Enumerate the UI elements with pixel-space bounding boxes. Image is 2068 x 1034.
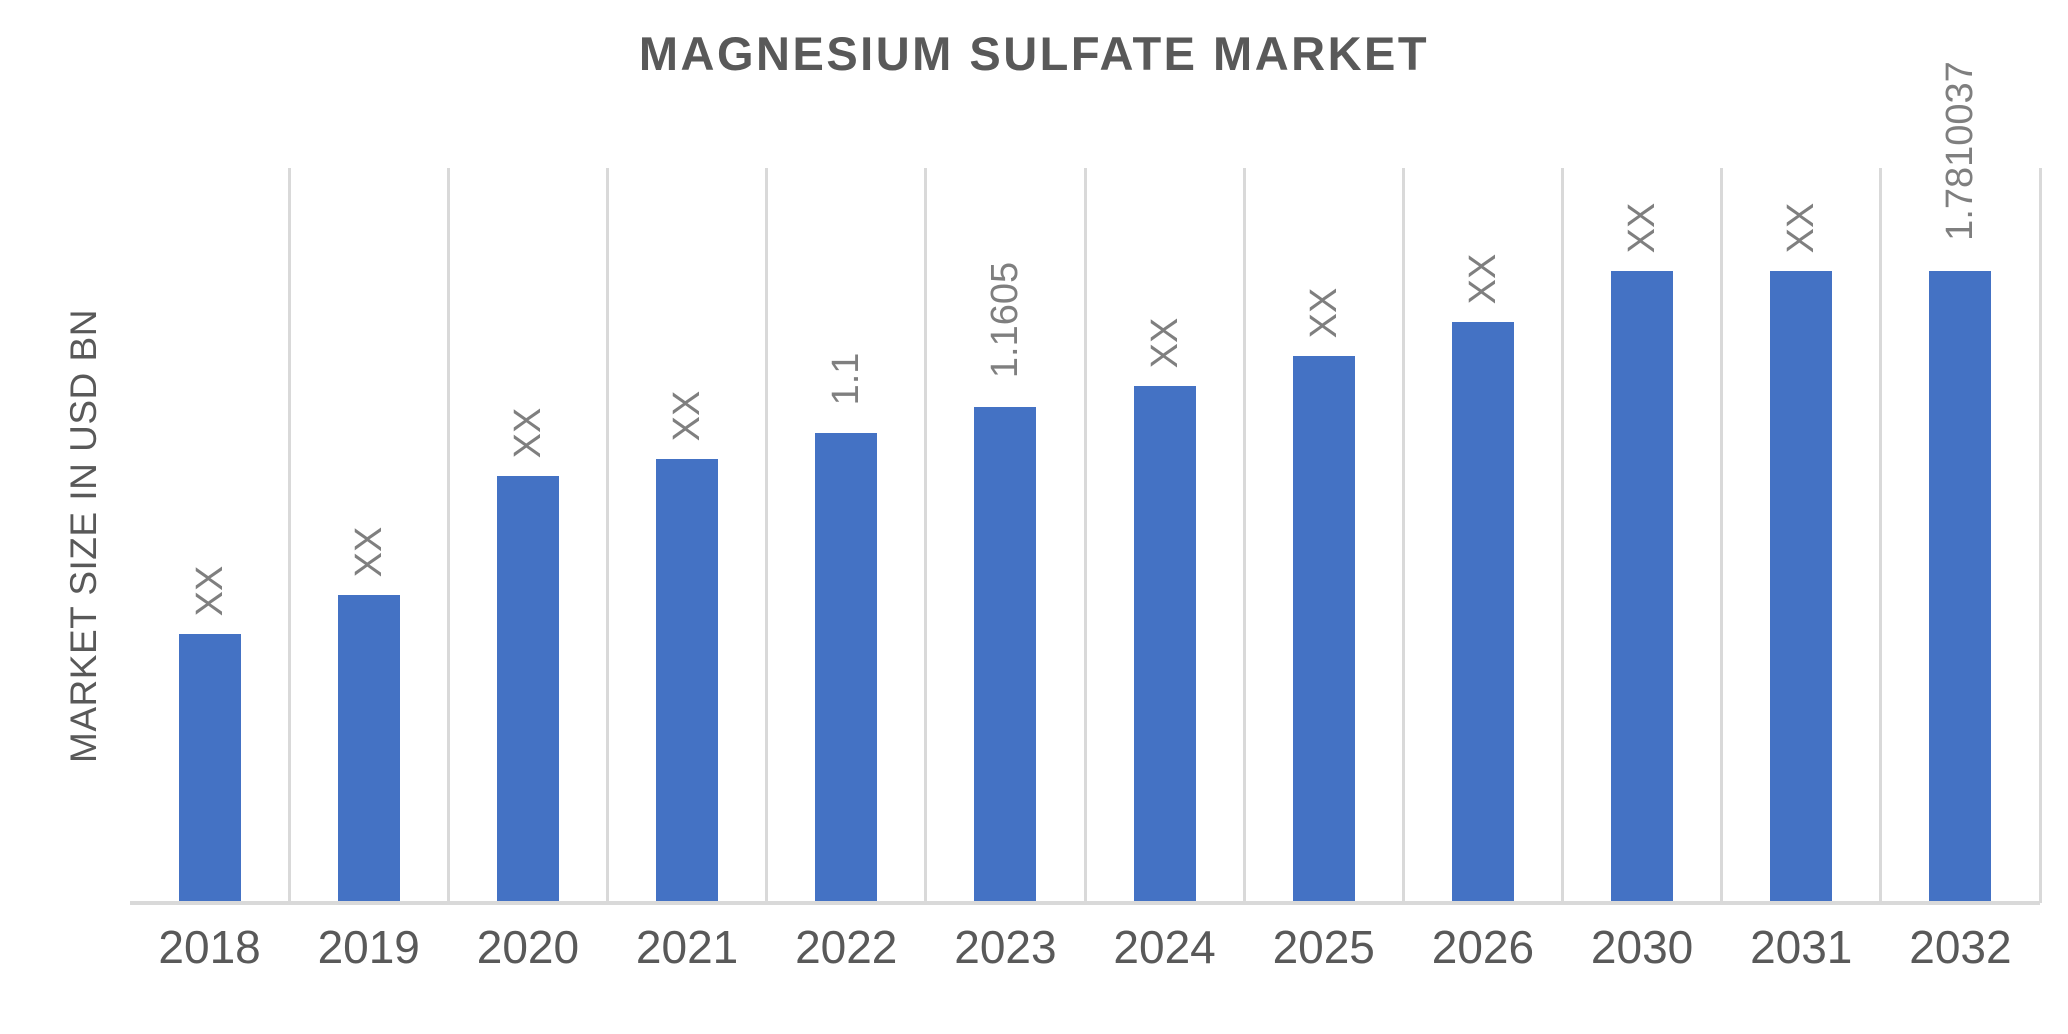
bar-slot: XX xyxy=(130,168,289,903)
bar[interactable] xyxy=(1292,356,1355,903)
bar-series: XX XX XX XX 1.1 1.1605 XX XX XX XX XX 1.7810037 xyxy=(130,61,2040,903)
bar-slot: 1.7810037 xyxy=(1881,61,2040,903)
bar[interactable] xyxy=(1611,270,1674,903)
bar[interactable] xyxy=(496,475,559,903)
plot-area: XX XX XX XX 1.1 1.1605 XX XX XX XX XX 1.7810037 xyxy=(130,61,2042,903)
bar[interactable] xyxy=(1770,270,1833,903)
bar-value-label: XX xyxy=(347,526,390,578)
x-axis-tick-label: 2025 xyxy=(1272,921,1375,973)
bar-value-label: XX xyxy=(1143,317,1186,369)
bar[interactable] xyxy=(815,432,878,903)
x-axis-tick-labels: 2018 2019 2020 2021 2022 2023 2024 2025 2026 2030… xyxy=(130,920,2040,1000)
bar-value-label: 1.7810037 xyxy=(1939,60,1982,241)
bar-slot: XX xyxy=(289,168,448,903)
x-axis-tick-label: 2032 xyxy=(1909,921,2012,973)
x-axis-tick-label: 2022 xyxy=(795,921,898,973)
bar-value-label: 1.1 xyxy=(825,352,868,406)
x-axis-tick-label: 2019 xyxy=(317,921,420,973)
bar[interactable] xyxy=(1929,270,1992,903)
bar[interactable] xyxy=(1451,321,1514,903)
y-axis-title: MARKET SIZE IN USD BN xyxy=(56,168,112,903)
x-axis-tick-label: 2030 xyxy=(1590,921,1694,973)
chart-title: MAGNESIUM SULFATE MARKET xyxy=(638,27,1430,80)
x-axis-tick-label: 2023 xyxy=(954,921,1057,973)
bar-slot: XX xyxy=(448,168,607,903)
bar-value-label: XX xyxy=(666,390,709,441)
bar[interactable] xyxy=(178,633,241,903)
bar-value-label: XX xyxy=(188,565,231,617)
bar-slot: XX xyxy=(1403,168,1562,903)
bar-value-label: XX xyxy=(1302,287,1345,339)
bar[interactable] xyxy=(1133,385,1196,903)
x-axis-tick-label: 2018 xyxy=(158,921,261,973)
x-axis-tick-label: 2024 xyxy=(1113,921,1216,973)
bar-slot: XX xyxy=(1085,168,1244,903)
x-axis-line xyxy=(130,901,2040,905)
x-axis-tick-label: 2020 xyxy=(476,921,580,973)
y-axis-title-label: MARKET SIZE IN USD BN xyxy=(63,308,105,763)
bar-value-label: XX xyxy=(506,407,549,459)
bar-slot: XX xyxy=(1563,168,1722,903)
bar[interactable] xyxy=(656,458,719,903)
bar[interactable] xyxy=(337,595,400,903)
bar[interactable] xyxy=(974,407,1037,903)
bar-slot: 1.1605 xyxy=(926,168,1085,903)
bar-value-label: 1.1605 xyxy=(984,261,1027,379)
bar-slot: XX xyxy=(1244,168,1403,903)
x-axis-tick-label: 2021 xyxy=(635,921,739,973)
bar-value-label: XX xyxy=(1780,202,1823,253)
bar-slot: 1.1 xyxy=(767,168,926,903)
bar-value-label: XX xyxy=(1621,202,1664,253)
bar-value-label: XX xyxy=(1461,253,1504,305)
bar-slot: XX xyxy=(608,168,767,903)
bar-slot: XX xyxy=(1722,168,1881,903)
x-axis-tick-label: 2026 xyxy=(1431,921,1535,973)
x-axis-tick-label: 2031 xyxy=(1750,921,1853,973)
